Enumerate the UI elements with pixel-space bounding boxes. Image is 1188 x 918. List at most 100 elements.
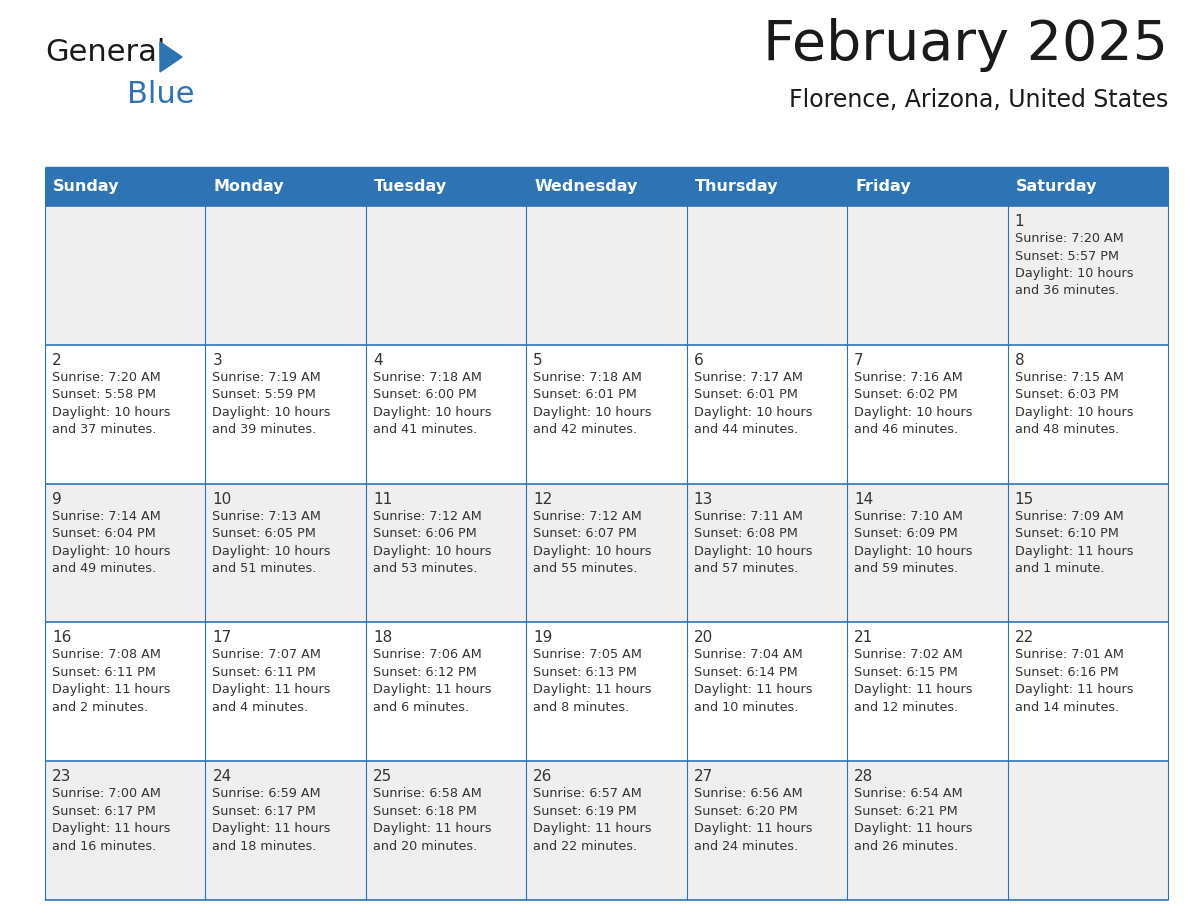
- Text: and 39 minutes.: and 39 minutes.: [213, 423, 317, 436]
- Text: 25: 25: [373, 769, 392, 784]
- Text: and 16 minutes.: and 16 minutes.: [52, 840, 157, 853]
- Text: Sunrise: 7:13 AM: Sunrise: 7:13 AM: [213, 509, 321, 522]
- Text: and 10 minutes.: and 10 minutes.: [694, 701, 798, 714]
- Text: Sunrise: 7:01 AM: Sunrise: 7:01 AM: [1015, 648, 1124, 661]
- Text: 16: 16: [52, 631, 71, 645]
- Bar: [1007, 168, 1168, 206]
- Text: 17: 17: [213, 631, 232, 645]
- Text: Sunset: 6:12 PM: Sunset: 6:12 PM: [373, 666, 476, 679]
- Text: Sunset: 6:06 PM: Sunset: 6:06 PM: [373, 527, 476, 540]
- Text: 10: 10: [213, 492, 232, 507]
- Text: and 59 minutes.: and 59 minutes.: [854, 562, 959, 575]
- Text: Daylight: 10 hours: Daylight: 10 hours: [213, 544, 331, 557]
- Text: Sunset: 6:01 PM: Sunset: 6:01 PM: [533, 388, 637, 401]
- Text: 3: 3: [213, 353, 222, 368]
- Text: Sunset: 6:11 PM: Sunset: 6:11 PM: [213, 666, 316, 679]
- Text: Sunrise: 6:58 AM: Sunrise: 6:58 AM: [373, 788, 481, 800]
- Text: Sunrise: 7:08 AM: Sunrise: 7:08 AM: [52, 648, 160, 661]
- Text: Sunset: 6:19 PM: Sunset: 6:19 PM: [533, 805, 637, 818]
- Bar: [847, 168, 1007, 206]
- Text: Sunset: 6:15 PM: Sunset: 6:15 PM: [854, 666, 958, 679]
- Text: and 6 minutes.: and 6 minutes.: [373, 701, 469, 714]
- Text: Sunrise: 7:17 AM: Sunrise: 7:17 AM: [694, 371, 803, 384]
- Text: Florence, Arizona, United States: Florence, Arizona, United States: [789, 88, 1168, 112]
- Text: 27: 27: [694, 769, 713, 784]
- Text: Sunrise: 7:12 AM: Sunrise: 7:12 AM: [373, 509, 481, 522]
- Text: Sunrise: 7:15 AM: Sunrise: 7:15 AM: [1015, 371, 1124, 384]
- Text: Sunset: 6:17 PM: Sunset: 6:17 PM: [52, 805, 156, 818]
- Text: Daylight: 11 hours: Daylight: 11 hours: [854, 683, 973, 697]
- Text: 11: 11: [373, 492, 392, 507]
- Text: and 8 minutes.: and 8 minutes.: [533, 701, 630, 714]
- Text: 1: 1: [1015, 214, 1024, 229]
- Bar: [366, 168, 526, 206]
- Text: Sunset: 6:18 PM: Sunset: 6:18 PM: [373, 805, 476, 818]
- Text: 18: 18: [373, 631, 392, 645]
- Text: 13: 13: [694, 492, 713, 507]
- Text: Sunrise: 7:06 AM: Sunrise: 7:06 AM: [373, 648, 481, 661]
- Text: Sunrise: 7:05 AM: Sunrise: 7:05 AM: [533, 648, 643, 661]
- Text: and 14 minutes.: and 14 minutes.: [1015, 701, 1119, 714]
- Text: Sunset: 6:00 PM: Sunset: 6:00 PM: [373, 388, 476, 401]
- Text: Sunset: 6:07 PM: Sunset: 6:07 PM: [533, 527, 637, 540]
- Text: Daylight: 11 hours: Daylight: 11 hours: [533, 823, 652, 835]
- Text: Daylight: 10 hours: Daylight: 10 hours: [52, 544, 171, 557]
- Text: 4: 4: [373, 353, 383, 368]
- Text: and 20 minutes.: and 20 minutes.: [373, 840, 478, 853]
- Text: 24: 24: [213, 769, 232, 784]
- Text: 19: 19: [533, 631, 552, 645]
- Text: Sunset: 6:20 PM: Sunset: 6:20 PM: [694, 805, 797, 818]
- Text: Daylight: 10 hours: Daylight: 10 hours: [1015, 267, 1133, 280]
- Text: Sunset: 5:59 PM: Sunset: 5:59 PM: [213, 388, 316, 401]
- Text: Daylight: 11 hours: Daylight: 11 hours: [213, 823, 331, 835]
- Text: Sunset: 6:08 PM: Sunset: 6:08 PM: [694, 527, 797, 540]
- Text: Daylight: 10 hours: Daylight: 10 hours: [854, 544, 973, 557]
- Text: and 57 minutes.: and 57 minutes.: [694, 562, 798, 575]
- Text: February 2025: February 2025: [763, 18, 1168, 72]
- Text: Wednesday: Wednesday: [535, 178, 638, 194]
- Text: and 12 minutes.: and 12 minutes.: [854, 701, 959, 714]
- Text: Sunrise: 7:20 AM: Sunrise: 7:20 AM: [1015, 232, 1124, 245]
- Text: Sunset: 6:03 PM: Sunset: 6:03 PM: [1015, 388, 1118, 401]
- Text: Daylight: 10 hours: Daylight: 10 hours: [854, 406, 973, 419]
- Text: and 24 minutes.: and 24 minutes.: [694, 840, 798, 853]
- Text: Daylight: 11 hours: Daylight: 11 hours: [213, 683, 331, 697]
- Text: Sunset: 6:01 PM: Sunset: 6:01 PM: [694, 388, 797, 401]
- Text: and 4 minutes.: and 4 minutes.: [213, 701, 309, 714]
- Bar: [45, 206, 1168, 345]
- Bar: [45, 168, 206, 206]
- Text: 15: 15: [1015, 492, 1034, 507]
- Text: Monday: Monday: [214, 178, 284, 194]
- Text: and 48 minutes.: and 48 minutes.: [1015, 423, 1119, 436]
- Bar: [687, 168, 847, 206]
- Text: Sunrise: 7:19 AM: Sunrise: 7:19 AM: [213, 371, 321, 384]
- Text: Sunrise: 6:59 AM: Sunrise: 6:59 AM: [213, 788, 321, 800]
- Text: 21: 21: [854, 631, 873, 645]
- Text: Sunrise: 7:20 AM: Sunrise: 7:20 AM: [52, 371, 160, 384]
- Text: Sunrise: 7:14 AM: Sunrise: 7:14 AM: [52, 509, 160, 522]
- Text: Sunrise: 7:04 AM: Sunrise: 7:04 AM: [694, 648, 802, 661]
- Text: Daylight: 11 hours: Daylight: 11 hours: [694, 683, 813, 697]
- Text: Sunrise: 7:07 AM: Sunrise: 7:07 AM: [213, 648, 321, 661]
- Text: Sunrise: 7:10 AM: Sunrise: 7:10 AM: [854, 509, 963, 522]
- Text: and 51 minutes.: and 51 minutes.: [213, 562, 317, 575]
- Text: 22: 22: [1015, 631, 1034, 645]
- Text: Daylight: 10 hours: Daylight: 10 hours: [373, 406, 492, 419]
- Text: and 37 minutes.: and 37 minutes.: [52, 423, 157, 436]
- Text: 12: 12: [533, 492, 552, 507]
- Text: Daylight: 10 hours: Daylight: 10 hours: [52, 406, 171, 419]
- Text: 9: 9: [52, 492, 62, 507]
- Text: 14: 14: [854, 492, 873, 507]
- Text: Saturday: Saturday: [1016, 178, 1097, 194]
- Text: Sunrise: 6:54 AM: Sunrise: 6:54 AM: [854, 788, 962, 800]
- Bar: [45, 484, 1168, 622]
- Bar: [45, 345, 1168, 484]
- Text: Tuesday: Tuesday: [374, 178, 447, 194]
- Text: Sunset: 5:58 PM: Sunset: 5:58 PM: [52, 388, 156, 401]
- Text: Sunday: Sunday: [53, 178, 120, 194]
- Text: Daylight: 11 hours: Daylight: 11 hours: [373, 683, 492, 697]
- Text: Sunset: 5:57 PM: Sunset: 5:57 PM: [1015, 250, 1119, 263]
- Text: and 53 minutes.: and 53 minutes.: [373, 562, 478, 575]
- Bar: [45, 622, 1168, 761]
- Text: and 55 minutes.: and 55 minutes.: [533, 562, 638, 575]
